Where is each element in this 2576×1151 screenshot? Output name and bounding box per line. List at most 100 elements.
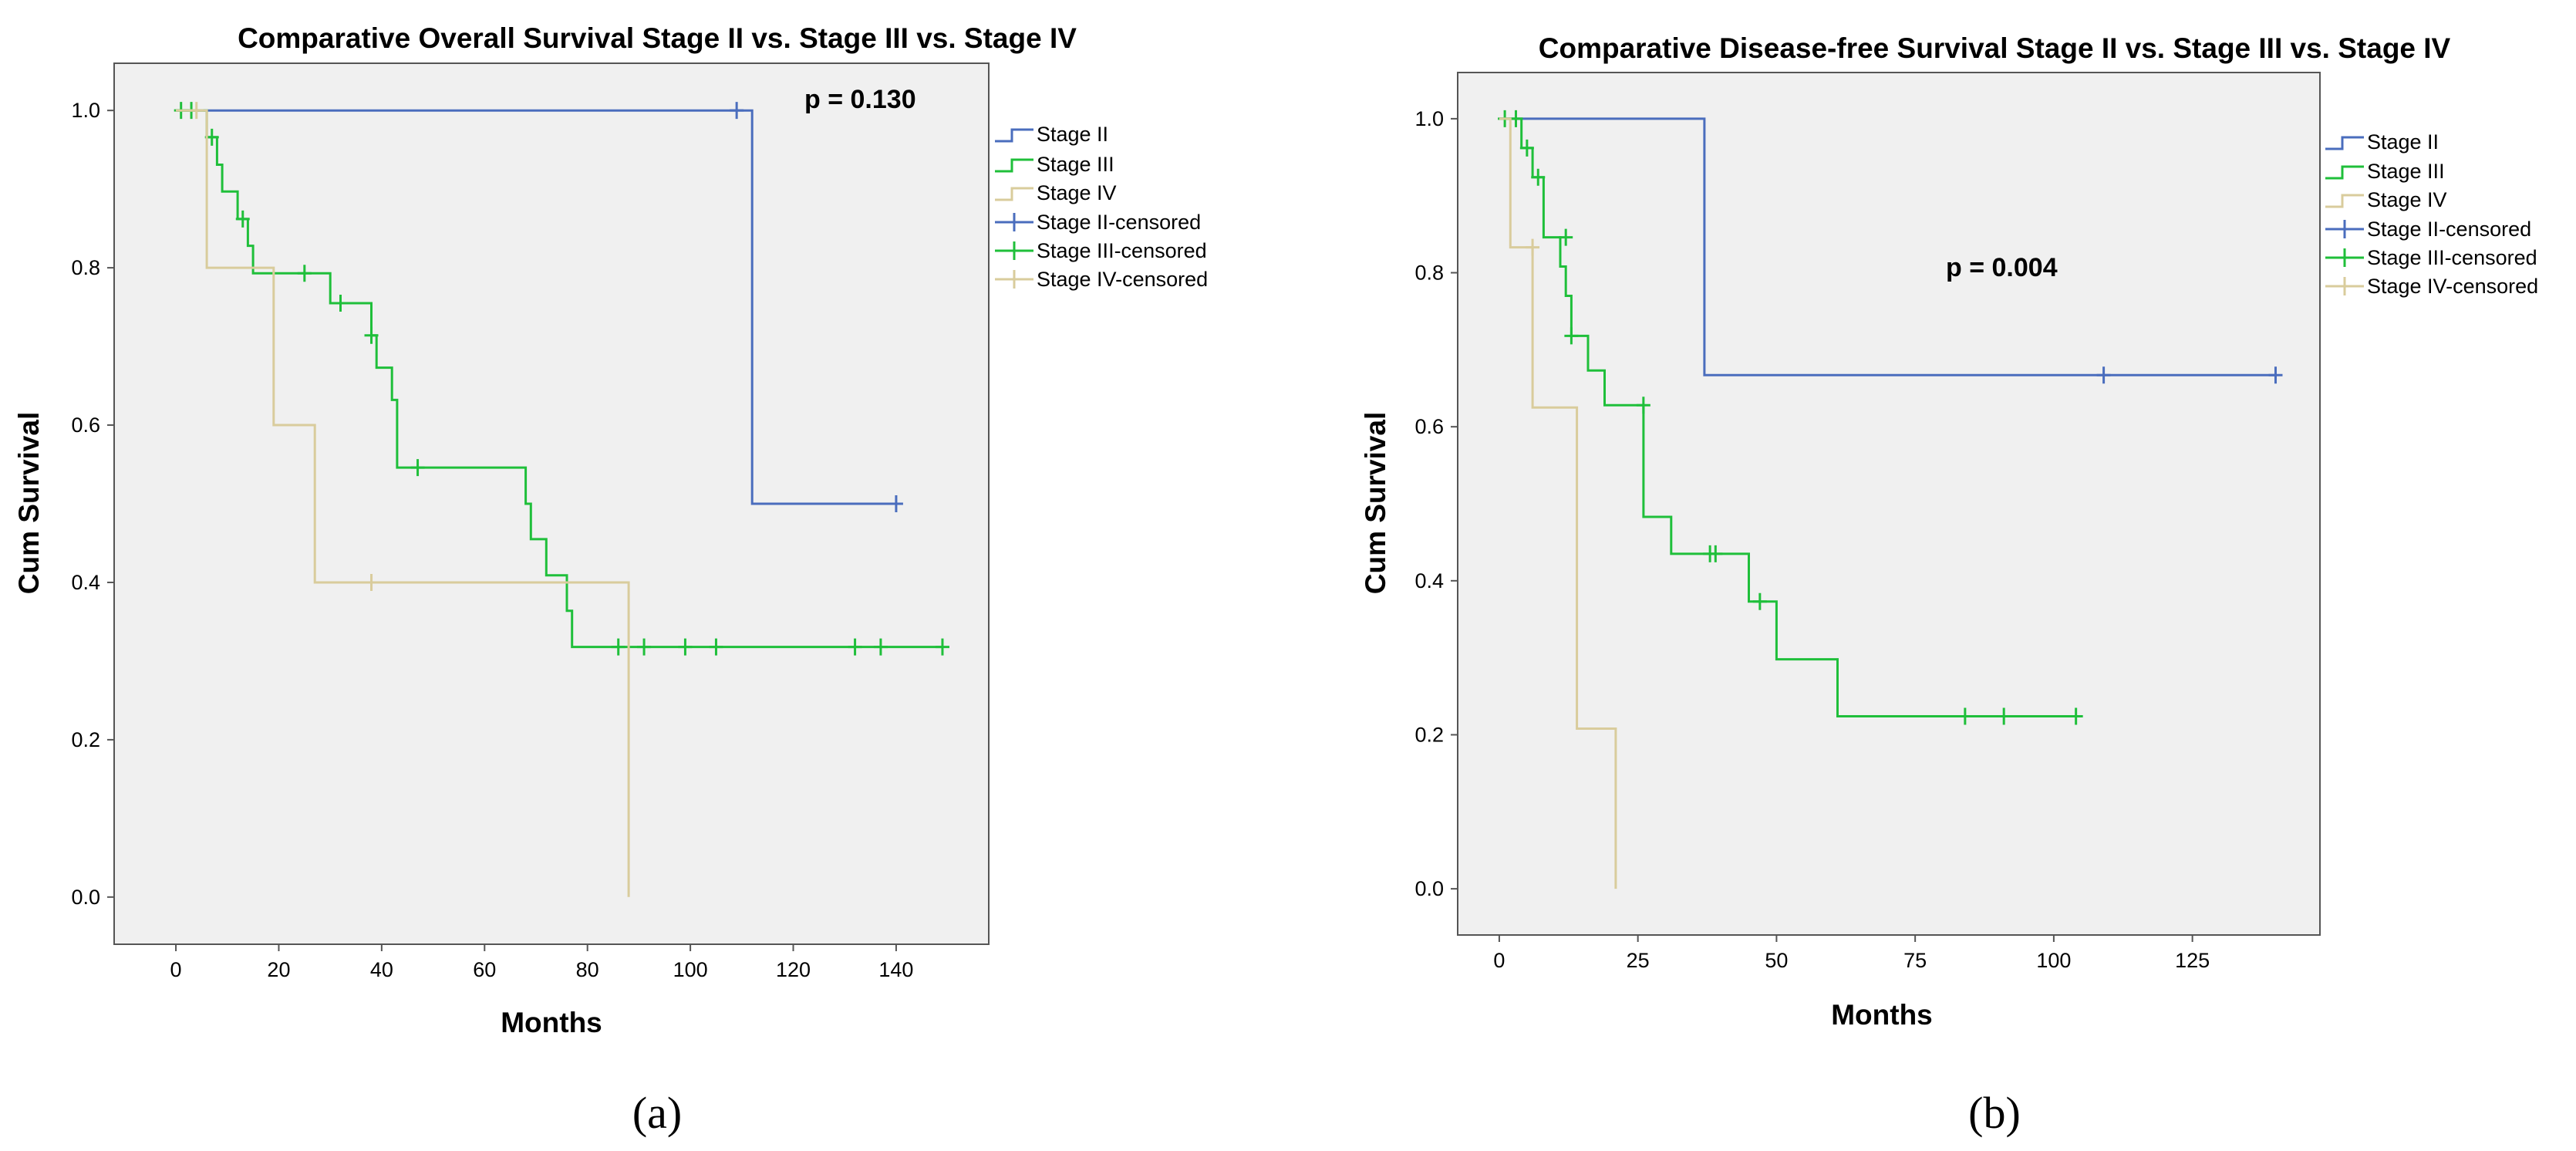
y-tick-label: 0.6 (1414, 415, 1444, 438)
censor-mark (1997, 707, 2011, 725)
censor-mark (235, 210, 250, 228)
censor-mark (2268, 366, 2283, 384)
x-tick-label: 20 (267, 958, 290, 981)
censor-mark (848, 638, 862, 656)
chart-panel-a: Comparative Overall Survival Stage II vs… (13, 22, 1208, 1138)
censor-mark (611, 638, 625, 656)
x-tick-label: 80 (576, 958, 599, 981)
legend-item-stage-iii: Stage III (995, 153, 1114, 176)
censor-mark (888, 495, 903, 512)
y-tick-label: 0.2 (71, 728, 100, 751)
y-tick-label: 0.4 (1414, 569, 1444, 592)
chart-title: Comparative Overall Survival Stage II vs… (238, 22, 1077, 54)
y-tick-label: 0.0 (1414, 877, 1444, 900)
censor-mark (1708, 545, 1723, 562)
legend-label: Stage III-censored (1037, 239, 1207, 262)
censor-mark (730, 102, 744, 120)
x-axis: 0 25 50 75 100 125 (1493, 935, 2210, 972)
censor-mark (333, 294, 348, 312)
series-stage-iii (1498, 110, 2083, 725)
y-tick-label: 1.0 (71, 99, 100, 122)
legend-item-stage-ii-censored: Stage II-censored (995, 211, 1201, 234)
censor-mark (364, 573, 379, 591)
legend-label: Stage II-censored (2367, 218, 2531, 241)
censor-mark (1564, 327, 1579, 345)
legend-label: Stage IV (2367, 188, 2447, 211)
series-group (1498, 110, 2283, 889)
censor-mark (709, 638, 723, 656)
legend-item-stage-iii: Stage III (2325, 160, 2445, 183)
censor-mark (364, 326, 379, 344)
censor-mark (1531, 168, 1546, 186)
x-tick-label: 50 (1765, 949, 1788, 972)
legend-label: Stage II (1037, 123, 1108, 146)
censor-mark (1519, 139, 1534, 157)
y-tick-label: 0.8 (1414, 262, 1444, 285)
legend-label: Stage III (2367, 160, 2445, 183)
y-axis-label: Cum Survival (13, 412, 45, 594)
x-tick-label: 0 (1493, 949, 1505, 972)
p-value-annotation: p = 0.004 (1946, 253, 2058, 282)
censor-mark (1752, 592, 1767, 610)
x-axis-label: Months (1831, 999, 1933, 1031)
legend-item-stage-iii-censored: Stage III-censored (995, 239, 1207, 262)
x-tick-label: 40 (370, 958, 393, 981)
legend-label: Stage III (1037, 153, 1114, 176)
y-tick-label: 0.8 (71, 256, 100, 279)
x-tick-label: 75 (1903, 949, 1927, 972)
panel-label: (b) (1968, 1088, 2021, 1138)
censor-mark (410, 459, 425, 477)
legend-item-stage-ii: Stage II (2325, 130, 2439, 154)
series-stage-iv (176, 102, 630, 897)
legend-item-stage-iv: Stage IV (2325, 188, 2447, 211)
x-axis: 0 20 40 60 80 100 120 140 (170, 944, 913, 981)
x-tick-label: 140 (878, 958, 913, 981)
y-axis: 0.0 0.2 0.4 0.6 0.8 1.0 (71, 99, 114, 909)
legend-label: Stage II-censored (1037, 211, 1201, 234)
y-tick-label: 0.4 (71, 571, 100, 594)
censor-mark (2069, 707, 2083, 725)
legend-item-stage-iv-censored: Stage IV-censored (2325, 275, 2538, 298)
legend: Stage II Stage III Stage IV Stage II-cen… (995, 123, 1208, 291)
censor-mark (189, 102, 204, 120)
legend-label: Stage IV (1037, 181, 1117, 204)
p-value-annotation: p = 0.130 (804, 85, 916, 114)
legend-item-stage-iv: Stage IV (995, 181, 1117, 204)
censor-mark (935, 638, 949, 656)
legend-label: Stage IV-censored (1037, 268, 1208, 291)
censor-mark (873, 638, 888, 656)
plot-area (1457, 72, 2321, 936)
y-tick-label: 0.2 (1414, 723, 1444, 746)
y-tick-label: 1.0 (1414, 107, 1444, 130)
legend-label: Stage III-censored (2367, 246, 2537, 269)
series-group (174, 102, 949, 897)
y-tick-label: 0.0 (71, 886, 100, 909)
legend: Stage II Stage III Stage IV Stage II-cen… (2325, 130, 2538, 298)
censor-mark (678, 638, 693, 656)
y-axis: 0.0 0.2 0.4 0.6 0.8 1.0 (1414, 107, 1458, 900)
legend-item-stage-ii-censored: Stage II-censored (2325, 218, 2531, 241)
censor-mark (1559, 228, 1573, 246)
survival-line-stage-ii (1499, 117, 2276, 376)
censor-mark (1526, 238, 1540, 256)
survival-line-stage-iv (176, 109, 630, 897)
series-stage-ii (176, 102, 903, 512)
x-tick-label: 25 (1627, 949, 1650, 972)
chart-title: Comparative Disease-free Survival Stage … (1539, 32, 2451, 64)
legend-item-stage-ii: Stage II (995, 123, 1108, 146)
panel-label: (a) (632, 1088, 682, 1138)
series-stage-iv (1499, 117, 1617, 889)
x-tick-label: 100 (673, 958, 708, 981)
survival-line-stage-iv (1499, 117, 1617, 889)
x-tick-label: 0 (170, 958, 182, 981)
x-tick-label: 100 (2036, 949, 2071, 972)
survival-line-stage-ii (176, 109, 896, 505)
series-stage-ii (1499, 117, 2283, 384)
legend-item-stage-iii-censored: Stage III-censored (2325, 246, 2537, 269)
chart-panel-b: Comparative Disease-free Survival Stage … (1360, 32, 2538, 1138)
censor-mark (1636, 397, 1650, 414)
y-axis-label: Cum Survival (1360, 412, 1391, 594)
x-tick-label: 125 (2175, 949, 2210, 972)
legend-label: Stage IV-censored (2367, 275, 2538, 298)
